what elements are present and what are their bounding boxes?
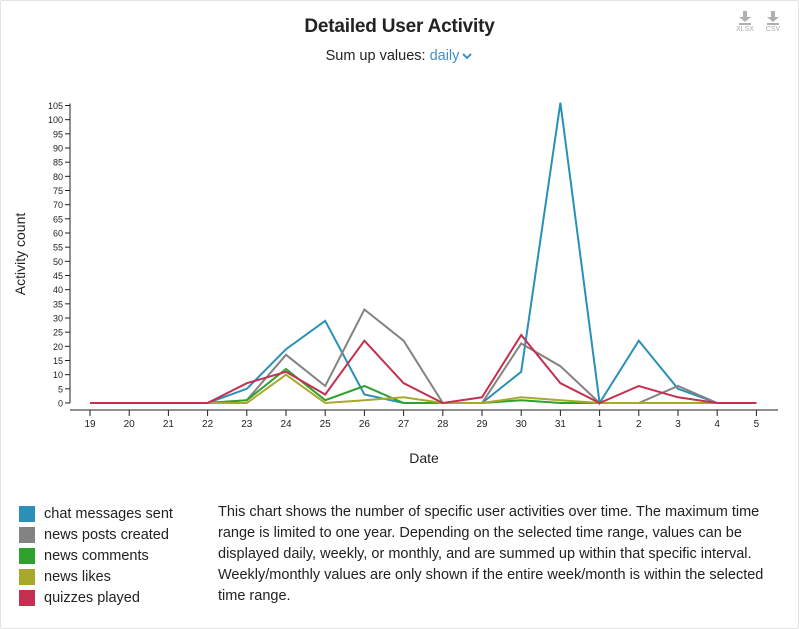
sumup-dropdown[interactable]: daily: [430, 48, 474, 64]
y-tick-label: 45: [53, 271, 63, 281]
y-tick-label: 105: [48, 101, 63, 111]
x-tick-label: 19: [84, 419, 96, 430]
y-tick-label: 50: [53, 257, 63, 267]
legend-item[interactable]: quizzes played: [19, 587, 173, 608]
y-tick-label: 15: [53, 356, 63, 366]
x-tick-label: 20: [124, 419, 136, 430]
x-tick-label: 30: [516, 419, 528, 430]
sumup-value: daily: [429, 48, 460, 64]
x-tick-label: 28: [437, 419, 449, 430]
sumup-label: Sum up values:: [325, 48, 426, 64]
y-tick-label: 55: [53, 243, 63, 253]
series-line-quizzes-played: [90, 333, 757, 405]
legend-swatch: [19, 526, 35, 543]
x-tick-label: 26: [359, 419, 371, 430]
chevron-down-icon: [462, 53, 473, 60]
y-tick-label: 40: [53, 285, 63, 295]
download-icon: [739, 11, 751, 25]
legend-item[interactable]: news comments: [19, 545, 173, 566]
y-tick-label: 85: [53, 158, 63, 168]
x-tick-label: 24: [280, 419, 292, 430]
y-tick-label: 30: [53, 314, 63, 324]
legend-label: news posts created: [44, 526, 169, 543]
y-tick-label: 5: [58, 384, 63, 394]
chart-description: This chart shows the number of specific …: [218, 504, 764, 604]
series-line-news-posts-created: [90, 307, 757, 404]
y-tick-label: 90: [53, 144, 63, 154]
y-tick-label: 80: [53, 172, 63, 182]
x-tick-label: 1: [597, 419, 603, 430]
legend-item[interactable]: news likes: [19, 566, 173, 587]
x-axis-label: Date: [409, 450, 439, 466]
x-tick-label: 27: [398, 419, 410, 430]
x-tick-label: 25: [320, 419, 332, 430]
y-tick-label: 75: [53, 186, 63, 196]
y-tick-label: 95: [53, 129, 63, 139]
legend-swatch: [19, 505, 35, 522]
y-axis-label: Activity count: [12, 213, 28, 296]
x-tick-label: 3: [675, 419, 681, 430]
legend-label: chat messages sent: [44, 505, 173, 522]
download-icon: [767, 11, 779, 25]
legend: chat messages sent news posts created news…: [19, 503, 173, 608]
x-tick-label: 2: [636, 419, 642, 430]
x-tick-label: 5: [754, 419, 760, 430]
series-line-news-likes: [90, 373, 757, 405]
y-tick-label: 70: [53, 200, 63, 210]
legend-label: news comments: [44, 547, 149, 564]
series-line-news-comments: [90, 367, 757, 404]
sumup-control: Sum up values: daily: [0, 48, 799, 64]
export-xlsx-label: XLSX: [736, 26, 754, 33]
page-title: Detailed User Activity: [304, 16, 495, 37]
export-xlsx-button[interactable]: XLSX: [734, 10, 756, 33]
x-tick-label: 29: [476, 419, 488, 430]
line-chart: 0510152025303540455055606570758085909510…: [12, 101, 778, 466]
x-tick-label: 21: [163, 419, 175, 430]
x-tick-label: 22: [202, 419, 214, 430]
y-tick-label: 65: [53, 214, 63, 224]
y-tick-label: 100: [48, 115, 63, 125]
y-tick-label: 25: [53, 328, 63, 338]
legend-swatch: [19, 547, 35, 564]
legend-item[interactable]: news posts created: [19, 524, 173, 545]
legend-item[interactable]: chat messages sent: [19, 503, 173, 524]
series-line-chat-messages-sent: [90, 102, 757, 406]
y-tick-label: 10: [53, 370, 63, 380]
y-tick-label: 60: [53, 229, 63, 239]
y-tick-label: 20: [53, 342, 63, 352]
export-csv-button[interactable]: CSV: [762, 10, 784, 33]
x-tick-label: 23: [241, 419, 253, 430]
y-tick-label: 35: [53, 299, 63, 309]
x-tick-label: 4: [714, 419, 720, 430]
legend-swatch: [19, 589, 35, 606]
legend-label: news likes: [44, 568, 111, 585]
y-tick-label: 0: [58, 399, 63, 409]
legend-swatch: [19, 568, 35, 585]
x-tick-label: 31: [555, 419, 567, 430]
export-csv-label: CSV: [765, 26, 781, 33]
legend-label: quizzes played: [44, 589, 140, 606]
